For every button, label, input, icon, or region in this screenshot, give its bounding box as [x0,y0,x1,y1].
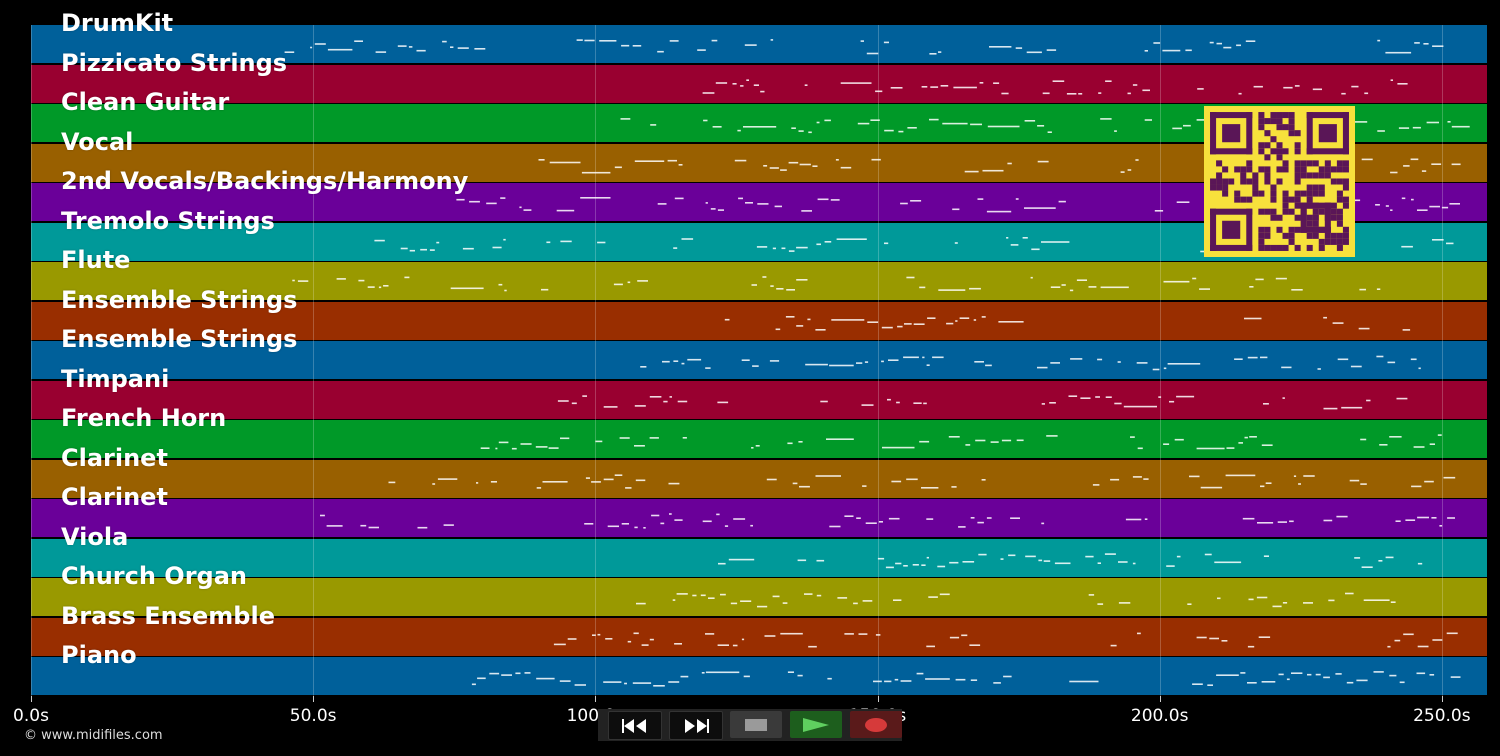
transport-controls [598,709,902,741]
track-label: Ensemble Strings [61,285,298,314]
grid-line [1159,25,1161,696]
track-notes [480,434,1442,450]
track-row[interactable] [31,262,1487,300]
track-notes [636,592,1396,608]
track-label: Flute [61,246,131,274]
track-label: French Horn [61,404,227,432]
track-notes [640,355,1421,371]
track-row[interactable] [31,341,1487,379]
track-label: Vocal [61,127,134,156]
grid-line [1441,25,1443,696]
axis-tick-label: 200.0s [1130,706,1189,726]
track-notes [724,315,1411,331]
fast-forward-button[interactable] [669,711,723,740]
rewind-button[interactable] [608,711,662,740]
track-row[interactable] [31,499,1487,537]
stop-button[interactable] [730,711,782,738]
track-label: DrumKit [61,9,174,37]
track-notes [718,552,1423,568]
track-row[interactable] [31,420,1487,458]
play-button[interactable] [790,711,842,738]
track-row[interactable] [31,617,1487,656]
fast-forward-icon [685,718,709,733]
axis-tick [313,696,315,702]
axis-tick [877,696,879,702]
record-button[interactable] [850,711,902,738]
axis-tick [1159,696,1161,702]
track-label: Brass Ensemble [61,601,275,630]
track-row[interactable] [31,657,1487,695]
track-label: Church Organ [61,562,247,590]
track-label: Ensemble Strings [61,325,298,353]
play-icon [803,717,829,732]
track-notes [620,118,1470,134]
track-row[interactable] [31,25,1487,63]
rewind-icon [622,718,646,733]
track-row[interactable] [31,459,1487,498]
grid-line [313,25,315,696]
copyright-text: © www.midifiles.com [24,728,163,743]
track-label: Viola [61,522,129,551]
track-notes [553,632,1458,647]
qr-code-pattern [1210,112,1349,251]
track-notes [702,78,1408,95]
axis-tick-label: 0.0s [13,706,49,726]
track-row[interactable] [31,301,1487,340]
track-label: Clean Guitar [61,88,230,116]
track-notes [284,39,1444,55]
track-label: Clarinet [61,443,168,472]
track-label: Timpani [61,364,170,393]
piano-roll[interactable] [31,25,1487,696]
stop-icon [745,718,767,731]
grid-line [595,25,597,696]
track-label: Clarinet [61,483,168,511]
track-label: Pizzicato Strings [61,48,288,77]
grid-line [31,25,32,696]
axis-tick [595,696,597,702]
track-notes [388,473,1456,489]
qr-code [1204,106,1355,257]
track-row[interactable] [31,578,1487,616]
track-notes [557,394,1408,409]
track-notes [292,276,1381,292]
track-row[interactable] [31,64,1487,103]
axis-tick-label: 50.0s [289,706,337,726]
track-row[interactable] [31,380,1487,419]
record-icon [865,717,887,732]
track-label: 2nd Vocals/Backings/Harmony [61,167,469,195]
track-row[interactable] [31,538,1487,577]
track-notes [471,671,1461,687]
track-notes [320,513,1455,529]
track-label: Tremolo Strings [61,206,275,235]
track-label: Piano [61,641,137,669]
axis-tick-label: 250.0s [1413,706,1471,726]
grid-line [877,25,879,696]
axis-tick [31,696,32,702]
axis-tick [1441,696,1443,702]
track-notes [456,197,1460,213]
